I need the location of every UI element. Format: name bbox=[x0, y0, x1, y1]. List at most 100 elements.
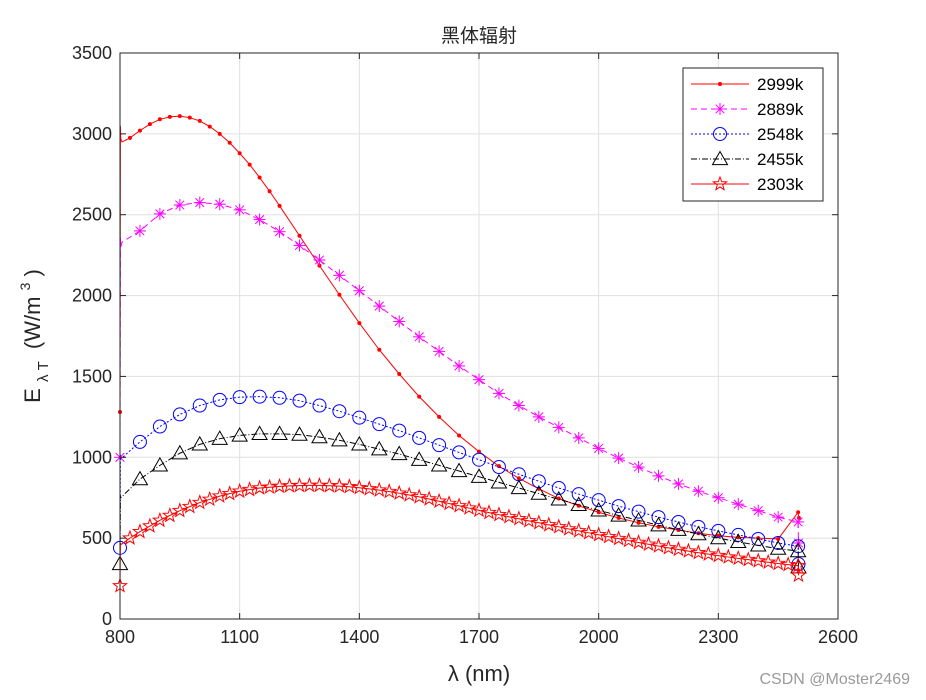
data-point bbox=[770, 555, 787, 571]
legend-item: 2548k bbox=[691, 125, 804, 144]
data-point bbox=[550, 518, 567, 534]
data-point bbox=[232, 390, 247, 405]
data-point bbox=[792, 536, 805, 549]
legend-marker bbox=[713, 127, 727, 141]
data-point bbox=[337, 292, 342, 297]
data-point bbox=[590, 501, 608, 517]
series-line bbox=[119, 396, 800, 565]
data-point bbox=[341, 478, 358, 494]
y-label-superscript: 3 bbox=[17, 282, 33, 290]
data-point bbox=[611, 499, 626, 514]
data-point bbox=[500, 508, 517, 524]
y-tick-label: 0 bbox=[102, 609, 112, 629]
data-point bbox=[353, 284, 366, 297]
data-point bbox=[710, 547, 727, 563]
data-point bbox=[580, 524, 597, 540]
x-tick-label: 2300 bbox=[698, 627, 738, 647]
data-point bbox=[191, 494, 208, 510]
data-point bbox=[490, 506, 507, 522]
x-tick-label: 1400 bbox=[339, 627, 379, 647]
x-tick-label: 1700 bbox=[459, 627, 499, 647]
data-point bbox=[201, 490, 218, 507]
legend-item: 2999k bbox=[691, 75, 804, 94]
data-point bbox=[417, 394, 422, 399]
data-point bbox=[709, 529, 727, 545]
data-point bbox=[152, 419, 167, 434]
data-point bbox=[560, 520, 577, 536]
data-point bbox=[251, 425, 268, 440]
y-tick-label: 1500 bbox=[72, 366, 112, 386]
data-point bbox=[510, 510, 527, 526]
data-point bbox=[332, 404, 347, 419]
data-point bbox=[712, 491, 725, 504]
data-point bbox=[167, 114, 172, 119]
data-point bbox=[750, 552, 767, 568]
data-point bbox=[252, 389, 267, 404]
data-point bbox=[352, 410, 367, 425]
data-point bbox=[253, 213, 266, 226]
data-point bbox=[197, 118, 202, 123]
data-point bbox=[730, 549, 747, 566]
y-axis-label: E λ T (W/m 3 ) bbox=[10, 269, 53, 403]
data-point bbox=[187, 115, 192, 120]
data-point bbox=[177, 114, 182, 119]
data-point bbox=[121, 529, 139, 545]
x-tick-label: 2600 bbox=[818, 627, 858, 647]
watermark: CSDN @Moster2469 bbox=[759, 671, 910, 688]
x-tick-label: 800 bbox=[105, 627, 135, 647]
data-point bbox=[492, 387, 505, 400]
data-point bbox=[171, 444, 189, 460]
data-point bbox=[357, 321, 362, 326]
data-point bbox=[572, 431, 585, 444]
data-point bbox=[231, 426, 249, 442]
data-point bbox=[137, 128, 142, 133]
data-point bbox=[272, 390, 287, 405]
data-point bbox=[510, 479, 528, 495]
data-point bbox=[457, 433, 462, 438]
data-point bbox=[267, 189, 272, 194]
data-point bbox=[191, 435, 209, 451]
data-point bbox=[477, 449, 481, 454]
y-tick-label: 1000 bbox=[72, 447, 112, 467]
data-point bbox=[650, 516, 667, 532]
data-point bbox=[660, 539, 677, 555]
data-point bbox=[410, 451, 428, 466]
legend-item: 2455k bbox=[691, 150, 804, 169]
data-point bbox=[610, 530, 627, 546]
y-tick-label: 2500 bbox=[72, 205, 112, 225]
series-2889k bbox=[114, 196, 805, 549]
data-point bbox=[412, 430, 427, 445]
data-point bbox=[181, 498, 198, 514]
data-point bbox=[732, 498, 745, 511]
data-point bbox=[520, 512, 537, 528]
legend-item: 2889k bbox=[691, 100, 804, 119]
data-point bbox=[612, 452, 625, 465]
data-point bbox=[530, 514, 547, 530]
data-point bbox=[157, 117, 162, 122]
legend-marker bbox=[718, 82, 722, 86]
data-point bbox=[233, 203, 246, 216]
legend-label: 2455k bbox=[757, 150, 804, 169]
data-point bbox=[780, 556, 797, 572]
data-point bbox=[377, 347, 382, 352]
data-point bbox=[131, 523, 148, 539]
data-point bbox=[472, 452, 486, 467]
series-2455k bbox=[111, 425, 807, 574]
data-point bbox=[311, 428, 328, 444]
data-point bbox=[271, 477, 288, 494]
data-point bbox=[670, 541, 687, 557]
data-point bbox=[297, 233, 302, 238]
data-point bbox=[207, 124, 212, 129]
data-point bbox=[237, 151, 242, 156]
data-point bbox=[372, 417, 387, 432]
data-point bbox=[796, 510, 801, 515]
data-point bbox=[740, 551, 757, 567]
data-point bbox=[550, 490, 568, 506]
data-point bbox=[680, 542, 697, 558]
data-point bbox=[370, 440, 388, 456]
data-point bbox=[291, 426, 308, 441]
data-point bbox=[312, 398, 327, 413]
y-label-unit: (W/m bbox=[20, 297, 45, 350]
data-point bbox=[651, 510, 666, 525]
chart-title: 黑体辐射 bbox=[441, 25, 517, 47]
